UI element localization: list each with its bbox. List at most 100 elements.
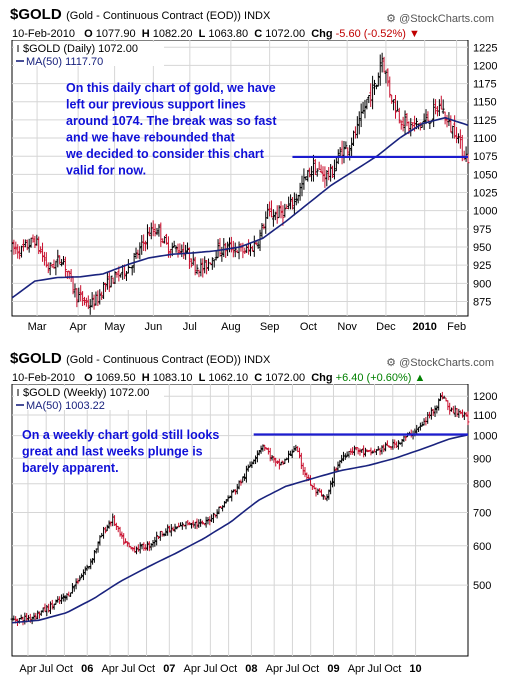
high-value: 1082.20 — [152, 28, 193, 40]
x-tick-label: Apr — [266, 663, 283, 675]
x-tick-label: 10 — [409, 663, 421, 675]
y-tick-label: 1000 — [473, 431, 497, 443]
x-tick-label: Feb — [447, 321, 466, 333]
y-tick-label: 1225 — [473, 42, 497, 54]
y-tick-label: 700 — [473, 508, 491, 520]
change-value: -5.60 (-0.52%) — [335, 28, 406, 40]
y-tick-label: 1175 — [473, 79, 497, 91]
legend-ma: MA(50) 1117.70 — [26, 56, 103, 68]
x-tick-label: 2010 — [412, 321, 436, 333]
y-tick-label: 1100 — [473, 410, 497, 422]
x-tick-label: Jul — [285, 663, 299, 675]
y-tick-label: 1050 — [473, 169, 497, 181]
symbol: $GOLD — [10, 6, 62, 23]
logo-icon: ⚙ — [386, 357, 397, 369]
ohlc-readout: 10-Feb-2010 O 1069.50 H 1083.10 L 1062.1… — [12, 372, 426, 384]
y-tick-label: 500 — [473, 580, 491, 592]
annotation-line: around 1074. The break was so fast — [66, 114, 277, 128]
low-value: 1062.10 — [208, 372, 249, 384]
ohlc-readout: 10-Feb-2010 O 1077.90 H 1082.20 L 1063.8… — [12, 28, 420, 40]
y-tick-label: 1100 — [473, 133, 497, 145]
y-tick-label: 1150 — [473, 97, 497, 109]
annotation-line: great and last weeks plunge is — [22, 445, 203, 459]
y-tick-label: 900 — [473, 453, 491, 465]
y-tick-label: 925 — [473, 260, 491, 272]
symbol: $GOLD — [10, 350, 62, 367]
ma50-line — [11, 116, 469, 299]
x-tick-label: Apr — [348, 663, 365, 675]
legend-bg — [14, 42, 164, 66]
date: 10-Feb-2010 — [12, 372, 75, 384]
x-tick-label: 08 — [245, 663, 257, 675]
triangle-down-icon: ▼ — [409, 28, 420, 40]
x-tick-label: 09 — [327, 663, 339, 675]
date: 10-Feb-2010 — [12, 28, 75, 40]
y-tick-label: 1000 — [473, 206, 497, 218]
credit[interactable]: ⚙ @StockCharts.com — [386, 13, 494, 25]
legend-price: $GOLD (Weekly) 1072.00 — [23, 387, 149, 399]
triangle-up-icon: ▲ — [414, 372, 426, 384]
y-tick-label: 1125 — [473, 115, 497, 127]
y-tick-label: 1075 — [473, 151, 497, 163]
x-tick-label: Oct — [300, 321, 317, 333]
y-tick-label: 1025 — [473, 188, 497, 200]
x-tick-label: Mar — [28, 321, 47, 333]
credit[interactable]: ⚙ @StockCharts.com — [386, 357, 494, 369]
y-tick-label: 900 — [473, 278, 491, 290]
y-tick-label: 875 — [473, 296, 491, 308]
annotation-line: left our previous support lines — [66, 98, 246, 112]
annotation-line: valid for now. — [66, 164, 146, 178]
ma50-line — [11, 434, 469, 624]
x-tick-label: Oct — [302, 663, 319, 675]
x-tick-label: Aug — [221, 321, 241, 333]
x-tick-label: Oct — [220, 663, 237, 675]
change-value: +6.40 (+0.60%) — [335, 372, 412, 384]
description: (Gold - Continuous Contract (EOD)) INDX — [66, 10, 271, 22]
x-tick-label: Nov — [337, 321, 357, 333]
high-value: 1083.10 — [152, 372, 193, 384]
x-tick-label: 06 — [81, 663, 93, 675]
annotation-line: barely apparent. — [22, 461, 119, 475]
daily-chart-header: $GOLD (Gold - Continuous Contract (EOD))… — [10, 6, 270, 24]
y-tick-label: 975 — [473, 224, 491, 236]
x-tick-label: Oct — [56, 663, 73, 675]
logo-icon: ⚙ — [386, 13, 397, 25]
daily-chart-panel: $GOLD (Gold - Continuous Contract (EOD))… — [0, 0, 516, 340]
y-tick-label: 600 — [473, 541, 491, 553]
x-tick-label: Jun — [144, 321, 162, 333]
x-tick-label: Oct — [384, 663, 401, 675]
x-tick-label: Jul — [121, 663, 135, 675]
open-value: 1069.50 — [95, 372, 136, 384]
close-value: 1072.00 — [265, 372, 306, 384]
x-tick-label: Dec — [376, 321, 396, 333]
description: (Gold - Continuous Contract (EOD)) INDX — [66, 354, 271, 366]
x-tick-label: Oct — [138, 663, 155, 675]
annotation-line: On a weekly chart gold still looks — [22, 428, 219, 442]
legend-bg — [14, 386, 164, 410]
y-tick-label: 950 — [473, 242, 491, 254]
x-tick-label: Jul — [183, 321, 197, 333]
x-tick-label: May — [104, 321, 125, 333]
weekly-chart-panel: $GOLD (Gold - Continuous Contract (EOD))… — [0, 344, 516, 681]
x-tick-label: Apr — [19, 663, 36, 675]
annotation-line: we decided to consider this chart — [65, 147, 265, 161]
weekly-chart-header: $GOLD (Gold - Continuous Contract (EOD))… — [10, 350, 270, 368]
x-tick-label: Apr — [184, 663, 201, 675]
x-tick-label: Jul — [367, 663, 381, 675]
x-tick-label: Jul — [203, 663, 217, 675]
open-value: 1077.90 — [95, 28, 136, 40]
legend-ma: MA(50) 1003.22 — [26, 400, 105, 412]
annotation-line: On this daily chart of gold, we have — [66, 81, 276, 95]
x-tick-label: Sep — [260, 321, 280, 333]
plot-frame — [11, 384, 469, 657]
y-tick-label: 800 — [473, 479, 491, 491]
y-tick-label: 1200 — [473, 391, 497, 403]
legend-price: $GOLD (Daily) 1072.00 — [23, 43, 138, 55]
plot-frame — [11, 40, 469, 317]
annotation-line: and we have rebounded that — [66, 131, 236, 145]
x-tick-label: 07 — [163, 663, 175, 675]
close-value: 1072.00 — [265, 28, 306, 40]
daily-chart-svg: 875 900 925 950 975 1000 1025 1050 1075 1100 1125 1… — [10, 40, 497, 333]
